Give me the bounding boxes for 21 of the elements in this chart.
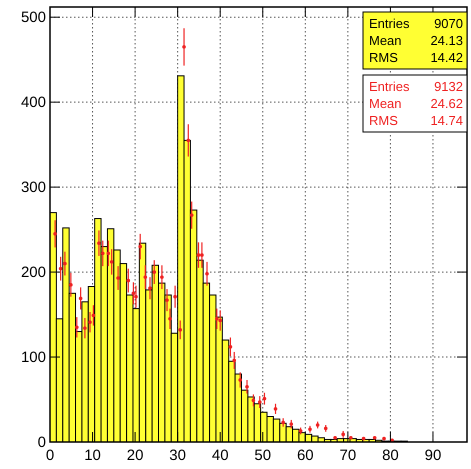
x-tick-label: 60 <box>296 447 314 464</box>
text: Entries 9070 <box>369 16 463 31</box>
x-tick-label: 20 <box>126 447 144 464</box>
text: RMS 14.74 <box>369 113 463 128</box>
x-tick-label: 10 <box>84 447 101 464</box>
x-tick-label: 90 <box>424 447 442 464</box>
y-tick-label: 300 <box>20 179 46 196</box>
y-tick-label: 0 <box>38 434 46 451</box>
x-tick-label: 30 <box>169 447 186 464</box>
y-tick-label: 100 <box>20 349 46 366</box>
x-tick-label: 70 <box>340 447 356 464</box>
y-tick-label: 200 <box>20 264 46 282</box>
y-tick-label: 500 <box>20 9 46 26</box>
text: Entries 9132 <box>369 79 463 94</box>
x-tick-label: 40 <box>212 447 229 464</box>
y-tick-label: 400 <box>20 94 46 112</box>
text: RMS 14.42 <box>369 50 463 65</box>
text: Mean 24.13 <box>369 33 463 48</box>
x-tick-label: 50 <box>254 447 272 464</box>
text: Mean 24.62 <box>369 96 463 111</box>
x-tick-label: 80 <box>382 447 399 464</box>
